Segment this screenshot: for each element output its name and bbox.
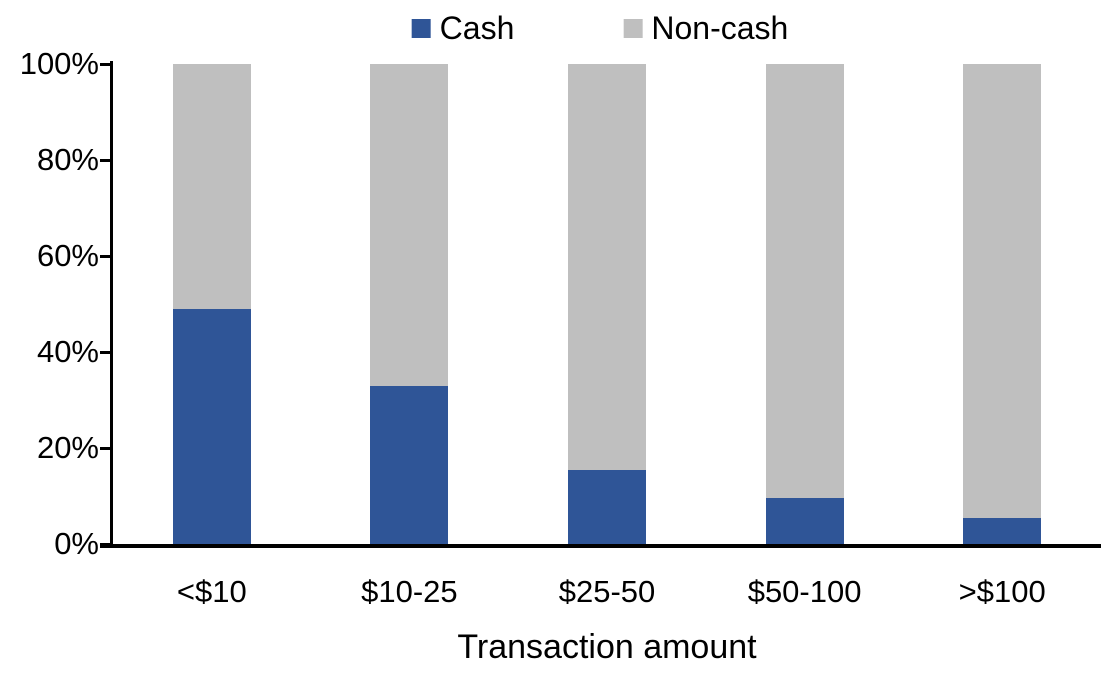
- x-tick-label: >$100: [958, 574, 1046, 609]
- bar-segment-cash: [963, 517, 1042, 544]
- y-tick-label: 20%: [36, 430, 99, 465]
- x-tick-label: $10-25: [361, 574, 458, 609]
- legend-swatch-non-cash: [623, 18, 643, 38]
- bar-segment-cash: [765, 498, 844, 544]
- y-tick-label: 60%: [36, 238, 99, 273]
- bar-segment-non-cash: [172, 64, 251, 309]
- y-axis-line: [110, 61, 113, 546]
- x-tick-label: $50-100: [747, 574, 862, 609]
- y-tick-mark: [100, 350, 113, 354]
- legend-item-non-cash: Non-cash: [623, 10, 788, 46]
- x-axis-line: [100, 544, 1101, 548]
- legend-item-cash: Cash: [411, 10, 515, 46]
- legend-label: Cash: [439, 10, 515, 46]
- y-tick-label: 80%: [36, 142, 99, 177]
- legend-swatch-cash: [411, 18, 431, 38]
- x-tick-label: <$10: [176, 574, 247, 609]
- y-tick-label: 100%: [19, 46, 99, 81]
- y-tick-label: 40%: [36, 334, 99, 369]
- bar-segment-cash: [568, 469, 646, 544]
- bar-segment-non-cash: [370, 64, 449, 386]
- bar-segment-non-cash: [568, 64, 646, 470]
- y-tick-mark: [100, 158, 113, 162]
- chart-legend: Cash Non-cash: [411, 10, 788, 46]
- legend-label: Non-cash: [651, 10, 789, 46]
- y-tick-mark: [100, 254, 113, 258]
- y-tick-mark: [100, 542, 113, 546]
- y-tick-label: 0%: [54, 526, 99, 561]
- bar-segment-non-cash: [765, 64, 844, 499]
- bar-segment-cash: [370, 385, 449, 544]
- bar-segment-non-cash: [963, 64, 1042, 518]
- y-tick-mark: [100, 446, 113, 450]
- x-axis-title: Transaction amount: [457, 628, 757, 666]
- x-tick-label: $25-50: [558, 574, 656, 609]
- bar-segment-cash: [172, 308, 251, 544]
- y-tick-mark: [100, 62, 113, 66]
